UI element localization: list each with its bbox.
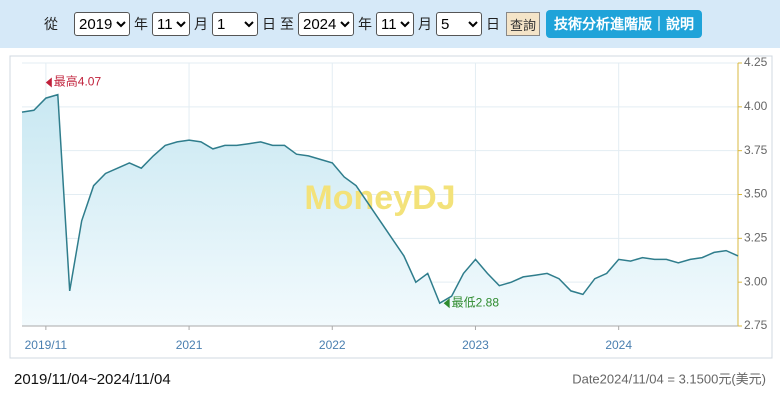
label: 至 (280, 16, 294, 32)
label: 月 (194, 16, 208, 32)
toolbar: 從 2019 年 11 月 1 日 至 2024 年 11 月 5 日 查詢 技… (0, 0, 780, 48)
annotation: 最高4.07 (54, 74, 102, 89)
y-tick-label: 3.75 (744, 143, 768, 157)
year-select[interactable]: 2024 (298, 12, 354, 36)
x-tick-label: 2023 (462, 338, 489, 352)
footer-right: Date2024/11/04 = 3.1500元(美元) (572, 371, 766, 386)
label: 年 (134, 16, 148, 32)
chart: MoneyDJ 2019/11/04~2024/11/04 Date2024/1… (9, 55, 773, 388)
watermark: MoneyDJ (304, 179, 455, 217)
line (21, 93, 739, 305)
advanced-button[interactable]: 技術分析進階版｜說明 (546, 10, 703, 38)
label: 從 (44, 16, 58, 32)
x-tick-label: 2021 (176, 338, 203, 352)
x-tick-label: 2019/11 (25, 338, 68, 352)
day-select[interactable]: 5 (436, 12, 482, 36)
x-tick-label: 2022 (319, 338, 346, 352)
y-tick-label: 3.00 (744, 274, 768, 288)
annotation-arrow (45, 77, 52, 88)
label: 年 (358, 16, 372, 32)
label: 月 (418, 16, 432, 32)
query-button[interactable]: 查詢 (506, 12, 541, 36)
footer-left: 2019/11/04~2024/11/04 (14, 371, 171, 388)
month-select[interactable]: 11 (376, 12, 414, 36)
y-tick-label: 2.75 (744, 318, 768, 332)
month-select[interactable]: 11 (152, 12, 190, 36)
day-select[interactable]: 1 (212, 12, 258, 36)
y-tick-label: 3.50 (744, 187, 768, 201)
label: 日 (486, 16, 500, 32)
y-tick-label: 3.25 (744, 231, 768, 245)
label: 日 (262, 16, 276, 32)
line-area (22, 94, 738, 326)
y-tick-label: 4.00 (744, 99, 768, 113)
x-tick-label: 2024 (605, 338, 632, 352)
annotation: 最低2.88 (452, 295, 500, 309)
year-select[interactable]: 2019 (74, 12, 130, 36)
annotation-arrow (443, 298, 450, 309)
y-tick-label: 4.25 (744, 55, 768, 69)
